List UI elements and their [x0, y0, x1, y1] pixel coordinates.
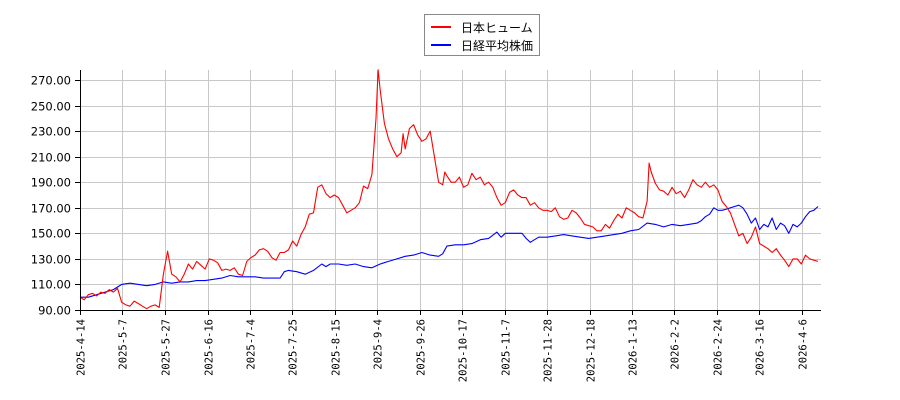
svg-text:230.00: 230.00	[31, 125, 71, 139]
svg-text:2025-12-18: 2025-12-18	[586, 319, 598, 382]
svg-text:2025-4-14: 2025-4-14	[76, 319, 88, 376]
legend: 日本ヒューム 日経平均株価	[424, 14, 540, 56]
svg-text:150.00: 150.00	[31, 227, 71, 241]
svg-text:2026-3-16: 2026-3-16	[755, 319, 767, 376]
svg-text:170.00: 170.00	[31, 202, 71, 216]
svg-text:2025-11-28: 2025-11-28	[543, 319, 555, 382]
svg-text:90.00: 90.00	[38, 304, 71, 318]
axes	[80, 70, 821, 311]
svg-text:2025-9-4: 2025-9-4	[373, 319, 385, 370]
legend-label: 日経平均株価	[461, 38, 534, 53]
y-axis-ticks: 90.00 110.00 130.00 150.00 170.00 190.00 210.0…	[31, 74, 80, 318]
svg-text:2026-1-13: 2026-1-13	[628, 319, 640, 376]
legend-swatch-red-line-icon	[431, 26, 451, 28]
svg-text:2025-7-4: 2025-7-4	[246, 319, 258, 370]
svg-text:2026-2-24: 2026-2-24	[713, 319, 725, 376]
svg-text:2025-5-27: 2025-5-27	[161, 319, 173, 376]
grid-lines	[80, 70, 821, 310]
legend-item-nihon-hume: 日本ヒューム	[431, 18, 533, 36]
svg-text:2025-10-17: 2025-10-17	[458, 319, 470, 382]
svg-text:130.00: 130.00	[31, 253, 71, 267]
legend-label: 日本ヒューム	[461, 20, 533, 35]
svg-text:110.00: 110.00	[31, 278, 71, 292]
legend-swatch-blue-line-icon	[431, 44, 451, 46]
legend-item-nikkei: 日経平均株価	[431, 36, 533, 54]
series-line-nihon-hume	[79, 69, 819, 310]
series-line-nikkei	[80, 204, 819, 298]
svg-text:270.00: 270.00	[31, 74, 71, 88]
svg-text:2025-9-26: 2025-9-26	[416, 319, 428, 376]
svg-text:250.00: 250.00	[31, 100, 71, 114]
svg-text:2026-2-2: 2026-2-2	[670, 319, 682, 370]
svg-text:2025-7-25: 2025-7-25	[288, 319, 300, 376]
svg-text:190.00: 190.00	[31, 176, 71, 190]
svg-text:2026-4-6: 2026-4-6	[798, 319, 810, 370]
svg-text:210.00: 210.00	[31, 151, 71, 165]
svg-text:2025-5-7: 2025-5-7	[118, 319, 130, 370]
svg-text:2025-11-7: 2025-11-7	[501, 319, 513, 376]
series-lines	[79, 69, 819, 310]
svg-text:2025-6-16: 2025-6-16	[204, 319, 216, 376]
svg-text:2025-8-15: 2025-8-15	[331, 319, 343, 376]
x-axis-ticks: 2025-4-14 2025-5-7 2025-5-27 2025-6-16 2025-…	[76, 310, 810, 382]
